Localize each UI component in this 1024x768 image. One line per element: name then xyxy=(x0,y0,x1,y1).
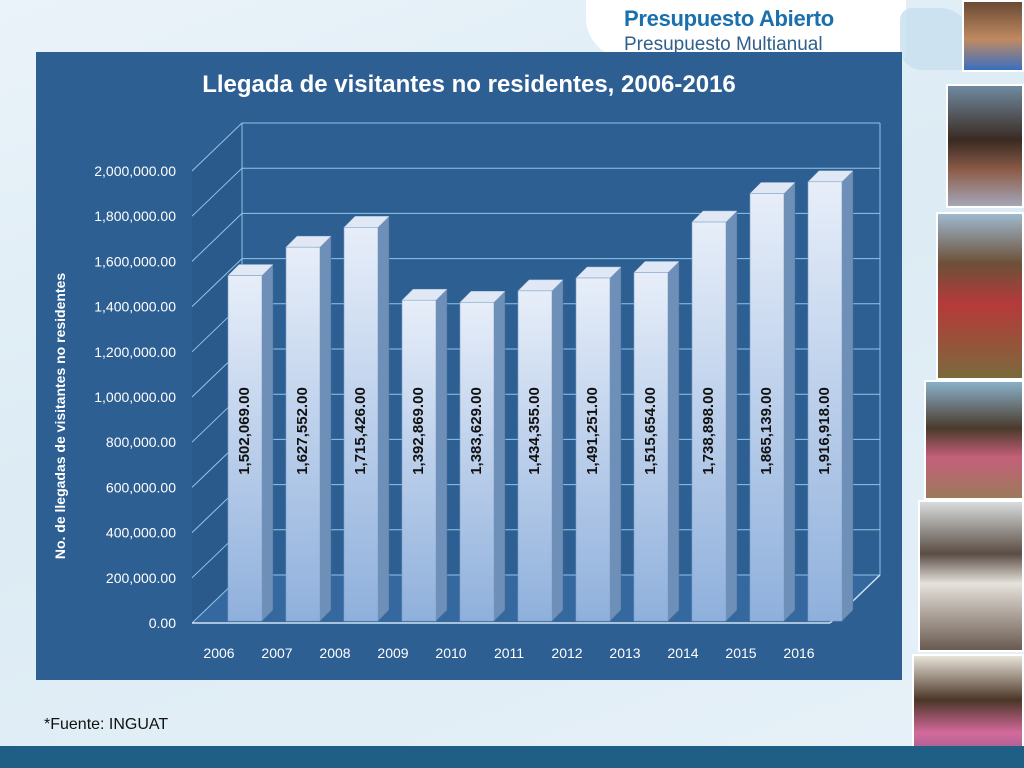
x-tick-label: 2010 xyxy=(435,645,466,661)
chart-title: Llegada de visitantes no residentes, 200… xyxy=(202,71,736,98)
bar xyxy=(691,221,727,622)
x-tick-label: 2013 xyxy=(609,645,640,661)
photo-boy xyxy=(962,0,1024,72)
y-tick-label: 800,000.00 xyxy=(106,434,176,450)
gridline-side xyxy=(191,213,243,262)
bar xyxy=(807,181,843,622)
bar-side xyxy=(841,170,854,622)
y-tick-label: 1,600,000.00 xyxy=(94,253,176,269)
bar xyxy=(285,246,321,622)
bar-side xyxy=(377,215,390,622)
y-tick-label: 600,000.00 xyxy=(106,479,176,495)
bar-side xyxy=(435,288,448,622)
bottom-band xyxy=(0,746,1024,768)
bar xyxy=(575,277,611,622)
x-tick-label: 2011 xyxy=(494,645,524,661)
bar-chart: Llegada de visitantes no residentes, 200… xyxy=(52,71,881,661)
gridline-side xyxy=(191,258,243,307)
gridline-side xyxy=(191,122,243,172)
data-label: 1,383,629.00 xyxy=(468,387,485,475)
guatemala-map-icon xyxy=(900,8,970,70)
x-tick-label: 2015 xyxy=(725,645,756,661)
x-tick-label: 2014 xyxy=(667,645,698,661)
gridline-side xyxy=(191,167,243,217)
bar xyxy=(749,193,785,622)
photo-farmer xyxy=(936,212,1024,380)
brand-title: Presupuesto Abierto xyxy=(624,6,834,31)
bar-side xyxy=(609,266,622,622)
data-label: 1,627,552.00 xyxy=(294,387,311,475)
y-tick-label: 1,000,000.00 xyxy=(94,389,176,405)
x-tick-label: 2007 xyxy=(261,645,292,661)
x-tick-label: 2012 xyxy=(551,645,582,661)
bar-side xyxy=(783,181,796,622)
y-tick-label: 1,200,000.00 xyxy=(94,344,176,360)
data-label: 1,502,069.00 xyxy=(236,387,253,475)
bar xyxy=(517,290,553,622)
y-tick-label: 2,000,000.00 xyxy=(94,163,176,179)
bar xyxy=(343,227,379,622)
chart-panel: Llegada de visitantes no residentes, 200… xyxy=(36,52,902,680)
data-label: 1,715,426.00 xyxy=(352,387,369,475)
y-tick-label: 400,000.00 xyxy=(106,525,176,541)
data-label: 1,392,869.00 xyxy=(410,387,427,475)
bar xyxy=(401,299,437,622)
source-note: *Fuente: INGUAT xyxy=(44,716,169,733)
x-tick-label: 2016 xyxy=(783,645,814,661)
y-axis-label: No. de llegadas de visitantes no residen… xyxy=(52,273,68,560)
data-label: 1,491,251.00 xyxy=(584,387,601,475)
y-tick-label: 200,000.00 xyxy=(106,570,176,586)
brand-header: Presupuesto Abierto Presupuesto Multianu… xyxy=(586,0,906,58)
photo-classroom xyxy=(918,500,1024,652)
bar-side xyxy=(667,260,680,622)
x-tick-label: 2008 xyxy=(319,645,350,661)
data-label: 1,916,918.00 xyxy=(816,387,833,475)
data-label: 1,865,139.00 xyxy=(758,387,775,475)
data-label: 1,434,355.00 xyxy=(526,387,543,475)
photo-children-playing xyxy=(924,380,1024,500)
bar-side xyxy=(261,263,274,622)
data-label: 1,515,654.00 xyxy=(642,387,659,475)
brand-subtitle: Presupuesto Multianual xyxy=(624,34,823,55)
x-tick-label: 2009 xyxy=(377,645,408,661)
y-tick-label: 0.00 xyxy=(149,615,176,631)
bar-side xyxy=(725,210,738,622)
bar xyxy=(459,301,495,622)
photo-strip xyxy=(912,0,1024,768)
photo-girl-smiling xyxy=(946,84,1024,208)
x-tick-label: 2006 xyxy=(203,645,234,661)
bar xyxy=(633,272,669,622)
bar-side xyxy=(493,290,506,622)
bar xyxy=(227,275,263,622)
y-tick-label: 1,400,000.00 xyxy=(94,299,176,315)
data-label: 1,738,898.00 xyxy=(700,387,717,475)
bar-side xyxy=(319,235,332,622)
bar-side xyxy=(551,279,564,622)
y-tick-label: 1,800,000.00 xyxy=(94,208,176,224)
